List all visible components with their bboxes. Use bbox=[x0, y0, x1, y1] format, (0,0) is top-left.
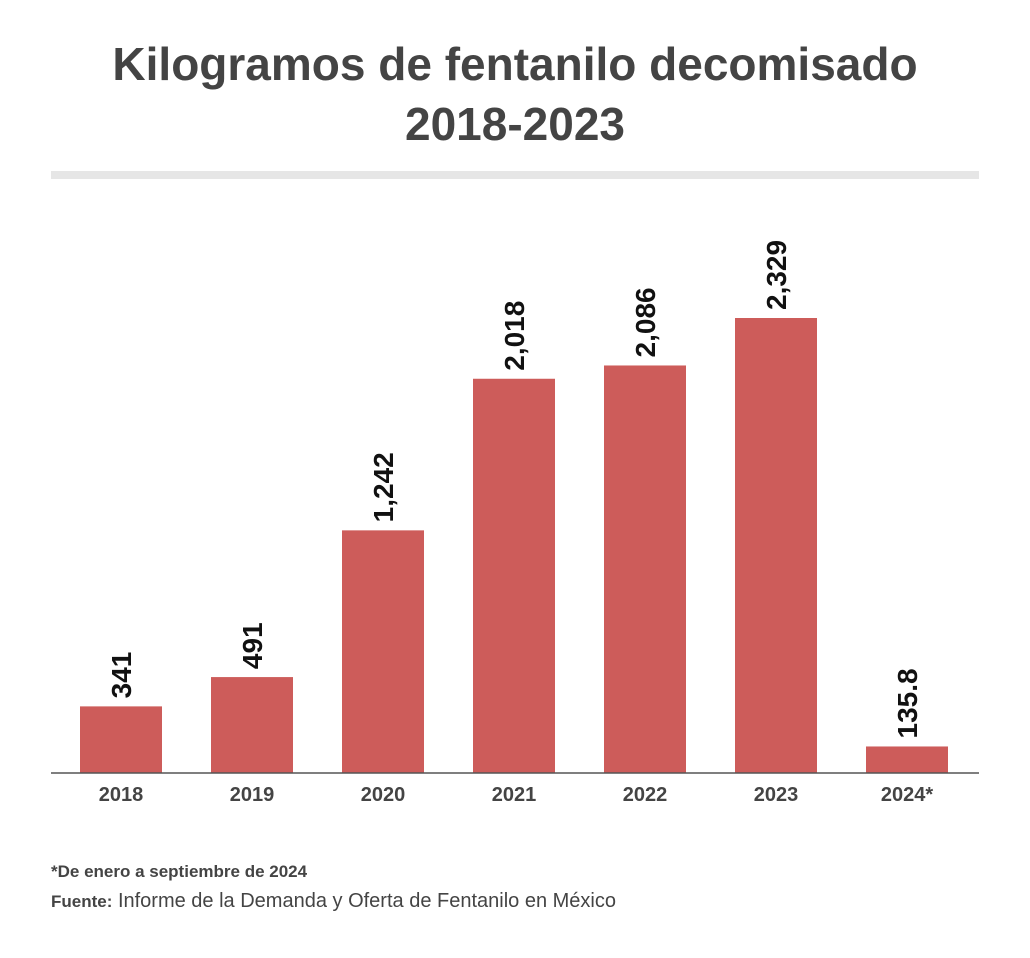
data-label-2023: 2,329 bbox=[761, 240, 792, 310]
bar-2021 bbox=[473, 378, 555, 773]
bar-chart: 341 2018 491 2019 1,242 2020 2,018 2021 2,086 202… bbox=[51, 240, 979, 806]
bar-2019 bbox=[211, 677, 293, 773]
data-label-2022: 2,086 bbox=[630, 287, 661, 357]
chart-title-line-1: Kilogramos de fentanilo decomisado bbox=[112, 38, 918, 90]
title-divider bbox=[51, 171, 979, 179]
bar-2023 bbox=[735, 318, 817, 773]
data-label-2020: 1,242 bbox=[368, 452, 399, 522]
bar-2022 bbox=[604, 365, 686, 773]
data-label-2018: 341 bbox=[106, 652, 137, 699]
chart-title: Kilogramos de fentanilo decomisado 2018-… bbox=[0, 34, 1030, 154]
source-text: Informe de la Demanda y Oferta de Fentan… bbox=[112, 890, 616, 912]
x-tick-label-2022: 2022 bbox=[623, 784, 668, 806]
x-tick-label-2019: 2019 bbox=[230, 784, 275, 806]
x-tick-label-2024*: 2024* bbox=[881, 784, 933, 806]
data-label-2019: 491 bbox=[237, 622, 268, 669]
x-tick-label-2023: 2023 bbox=[754, 784, 799, 806]
bar-2024* bbox=[866, 746, 948, 773]
x-tick-label-2020: 2020 bbox=[361, 784, 406, 806]
x-tick-label-2021: 2021 bbox=[492, 784, 537, 806]
bar-2018 bbox=[80, 706, 162, 773]
footnote: *De enero a septiembre de 2024 bbox=[51, 862, 308, 881]
data-label-2024*: 135.8 bbox=[892, 668, 923, 738]
chart-title-line-2: 2018-2023 bbox=[405, 98, 625, 150]
bar-2020 bbox=[342, 530, 424, 773]
source-label: Fuente: bbox=[51, 892, 113, 911]
x-tick-label-2018: 2018 bbox=[99, 784, 144, 806]
data-label-2021: 2,018 bbox=[499, 301, 530, 371]
source-line: Fuente: Informe de la Demanda y Oferta d… bbox=[51, 890, 616, 913]
